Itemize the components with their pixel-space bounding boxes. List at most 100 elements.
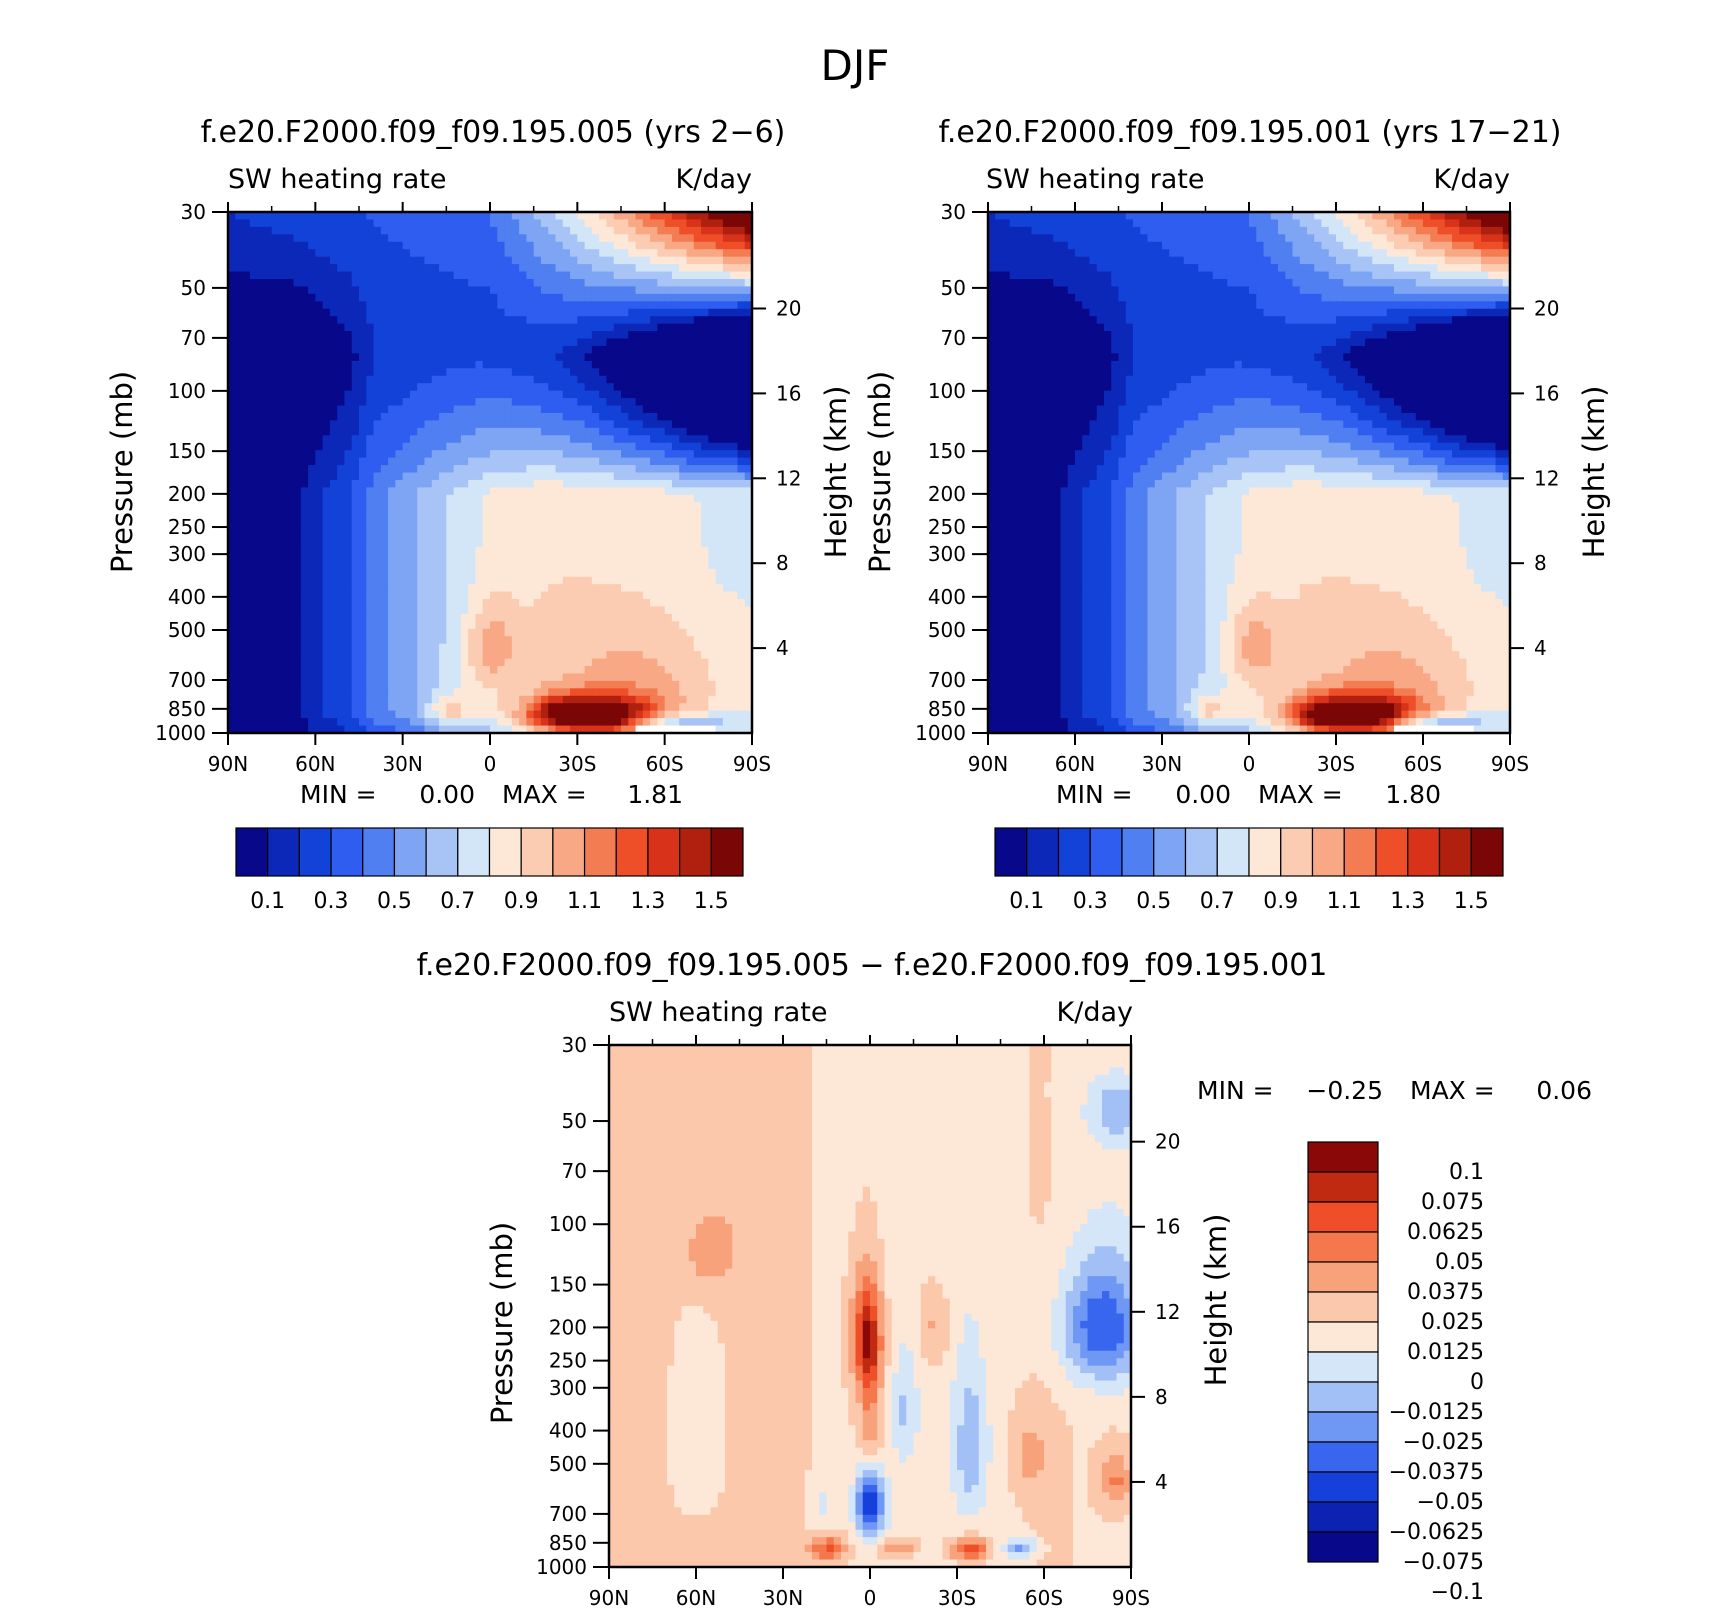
field-cell [308,554,316,563]
field-cell [278,695,287,704]
field-cell [497,241,506,250]
field-cell [606,301,615,310]
field-cell [257,554,265,563]
field-cell [329,472,338,481]
field-cell [249,241,258,250]
field-cell [431,472,440,481]
field-cell [657,554,666,563]
field-cell [286,509,295,518]
field-cell [373,688,382,697]
field-cell [548,278,557,288]
field-cell [417,241,426,250]
field-cell [497,435,506,444]
field-cell [628,606,637,615]
field-cell [475,368,484,377]
field-cell [599,591,608,600]
field-cell [657,628,666,637]
field-cell [249,606,258,615]
field-cell [359,316,367,325]
field-cell [322,375,331,384]
field-cell [257,628,265,637]
field-cell [744,599,753,608]
field-cell [308,509,316,518]
field-cell [337,264,346,273]
field-cell [628,546,637,555]
field-cell [584,606,593,615]
field-cell [453,278,462,288]
field-cell [257,658,265,667]
field-cell [693,680,702,689]
field-cell [701,398,709,407]
field-cell [511,472,520,481]
field-cell [359,494,367,503]
field-cell [591,666,600,675]
field-cell [409,628,418,637]
field-cell [286,554,295,563]
field-cell [722,360,731,369]
field-cell [511,621,520,630]
field-cell [359,606,367,615]
field-cell [686,591,695,600]
field-cell [540,703,549,712]
field-cell [511,368,520,377]
field-cell [431,323,440,332]
field-cell [380,494,389,503]
field-cell [228,293,236,302]
field-cell [555,420,564,429]
field-cell [315,673,324,682]
field-cell [577,532,586,541]
field-cell [650,316,658,325]
field-cell [242,666,251,675]
field-cell [722,345,731,355]
field-cell [286,666,295,675]
field-cell [621,517,629,526]
field-cell [417,718,426,727]
field-cell [249,613,258,622]
field-cell [293,643,302,652]
field-cell [599,651,608,660]
field-cell [628,375,637,384]
field-cell [460,442,469,451]
field-cell [671,666,680,675]
field-cell [373,249,382,258]
field-cell [591,509,600,518]
field-cell [249,301,258,310]
field-cell [286,249,295,258]
field-cell [650,450,658,459]
field-cell [337,718,346,727]
field-cell [264,532,273,541]
field-cell [650,643,658,652]
field-cell [657,293,666,302]
field-cell [439,353,447,362]
field-cell [701,695,709,704]
field-cell [424,331,433,340]
field-cell [737,695,746,704]
field-cell [235,710,244,719]
field-cell [570,368,578,377]
field-cell [388,718,396,727]
field-cell [693,695,702,704]
field-cell [686,450,695,459]
field-cell [504,487,513,496]
field-cell [242,278,251,288]
field-cell [708,427,717,436]
field-cell [322,494,331,503]
field-cell [701,316,709,325]
field-cell [315,695,324,704]
field-cell [526,249,535,258]
field-cell [228,420,236,429]
field-cell [249,710,258,719]
field-cell [679,278,688,288]
field-cell [380,368,389,377]
field-cell [249,212,258,221]
field-cell [417,226,426,235]
field-cell [242,390,251,399]
field-cell [708,264,717,273]
field-cell [468,301,477,310]
field-cell [497,688,506,697]
field-cell [642,487,651,496]
field-cell [271,725,280,734]
field-cell [628,502,637,511]
field-cell [235,502,244,511]
field-cell [715,673,724,682]
